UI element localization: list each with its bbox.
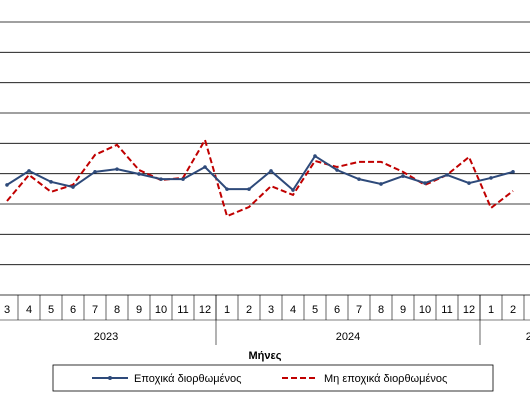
legend-label: Μη εποχικά διορθωμένος bbox=[324, 373, 447, 385]
x-tick-label: 1 bbox=[488, 304, 494, 316]
point bbox=[71, 185, 75, 189]
x-tick-label: 11 bbox=[441, 304, 452, 316]
x-tick-label: 8 bbox=[378, 304, 384, 316]
point bbox=[357, 177, 361, 181]
point bbox=[247, 187, 251, 191]
x-tick-label: 4 bbox=[290, 304, 296, 316]
point bbox=[401, 174, 405, 178]
x-tick-label: 7 bbox=[92, 304, 98, 316]
point bbox=[379, 182, 383, 186]
x-tick-label: 10 bbox=[419, 304, 431, 316]
year-label: 2025 bbox=[526, 331, 530, 343]
point bbox=[313, 154, 317, 158]
year-label: 2024 bbox=[336, 331, 360, 343]
x-tick-label: 12 bbox=[199, 304, 211, 316]
x-axis-title: Μήνες bbox=[249, 350, 282, 362]
point bbox=[137, 172, 141, 176]
point bbox=[93, 170, 97, 174]
x-tick-label: 2 bbox=[246, 304, 252, 316]
x-tick-label: 5 bbox=[48, 304, 54, 316]
x-tick-label: 12 bbox=[463, 304, 475, 316]
x-tick-label: 6 bbox=[334, 304, 340, 316]
point bbox=[291, 188, 295, 192]
point bbox=[335, 168, 339, 172]
x-tick-label: 2 bbox=[510, 304, 516, 316]
x-tick-label: 6 bbox=[70, 304, 76, 316]
point bbox=[489, 176, 493, 180]
x-tick-label: 5 bbox=[312, 304, 318, 316]
point bbox=[225, 187, 229, 191]
x-tick-label: 10 bbox=[155, 304, 167, 316]
series-line bbox=[6, 137, 514, 218]
legend-marker bbox=[108, 376, 112, 380]
point bbox=[49, 180, 53, 184]
x-tick-label: 4 bbox=[26, 304, 32, 316]
x-tick-label: 8 bbox=[114, 304, 120, 316]
point bbox=[181, 177, 185, 181]
point bbox=[203, 165, 207, 169]
point bbox=[423, 181, 427, 185]
point bbox=[115, 167, 119, 171]
x-tick-label: 11 bbox=[177, 304, 188, 316]
point bbox=[269, 169, 273, 173]
point bbox=[27, 169, 31, 173]
year-label: 2023 bbox=[94, 331, 118, 343]
point bbox=[159, 177, 163, 181]
legend-label: Εποχικά διορθωμένος bbox=[134, 373, 241, 385]
series-line bbox=[6, 154, 514, 192]
point bbox=[5, 183, 9, 187]
point bbox=[511, 170, 515, 174]
x-tick-label: 9 bbox=[136, 304, 142, 316]
x-tick-label: 7 bbox=[356, 304, 362, 316]
x-tick-label: 9 bbox=[400, 304, 406, 316]
x-tick-label: 3 bbox=[268, 304, 274, 316]
point bbox=[467, 181, 471, 185]
point bbox=[445, 173, 449, 177]
x-tick-label: 1 bbox=[224, 304, 230, 316]
x-tick-label: 3 bbox=[4, 304, 10, 316]
